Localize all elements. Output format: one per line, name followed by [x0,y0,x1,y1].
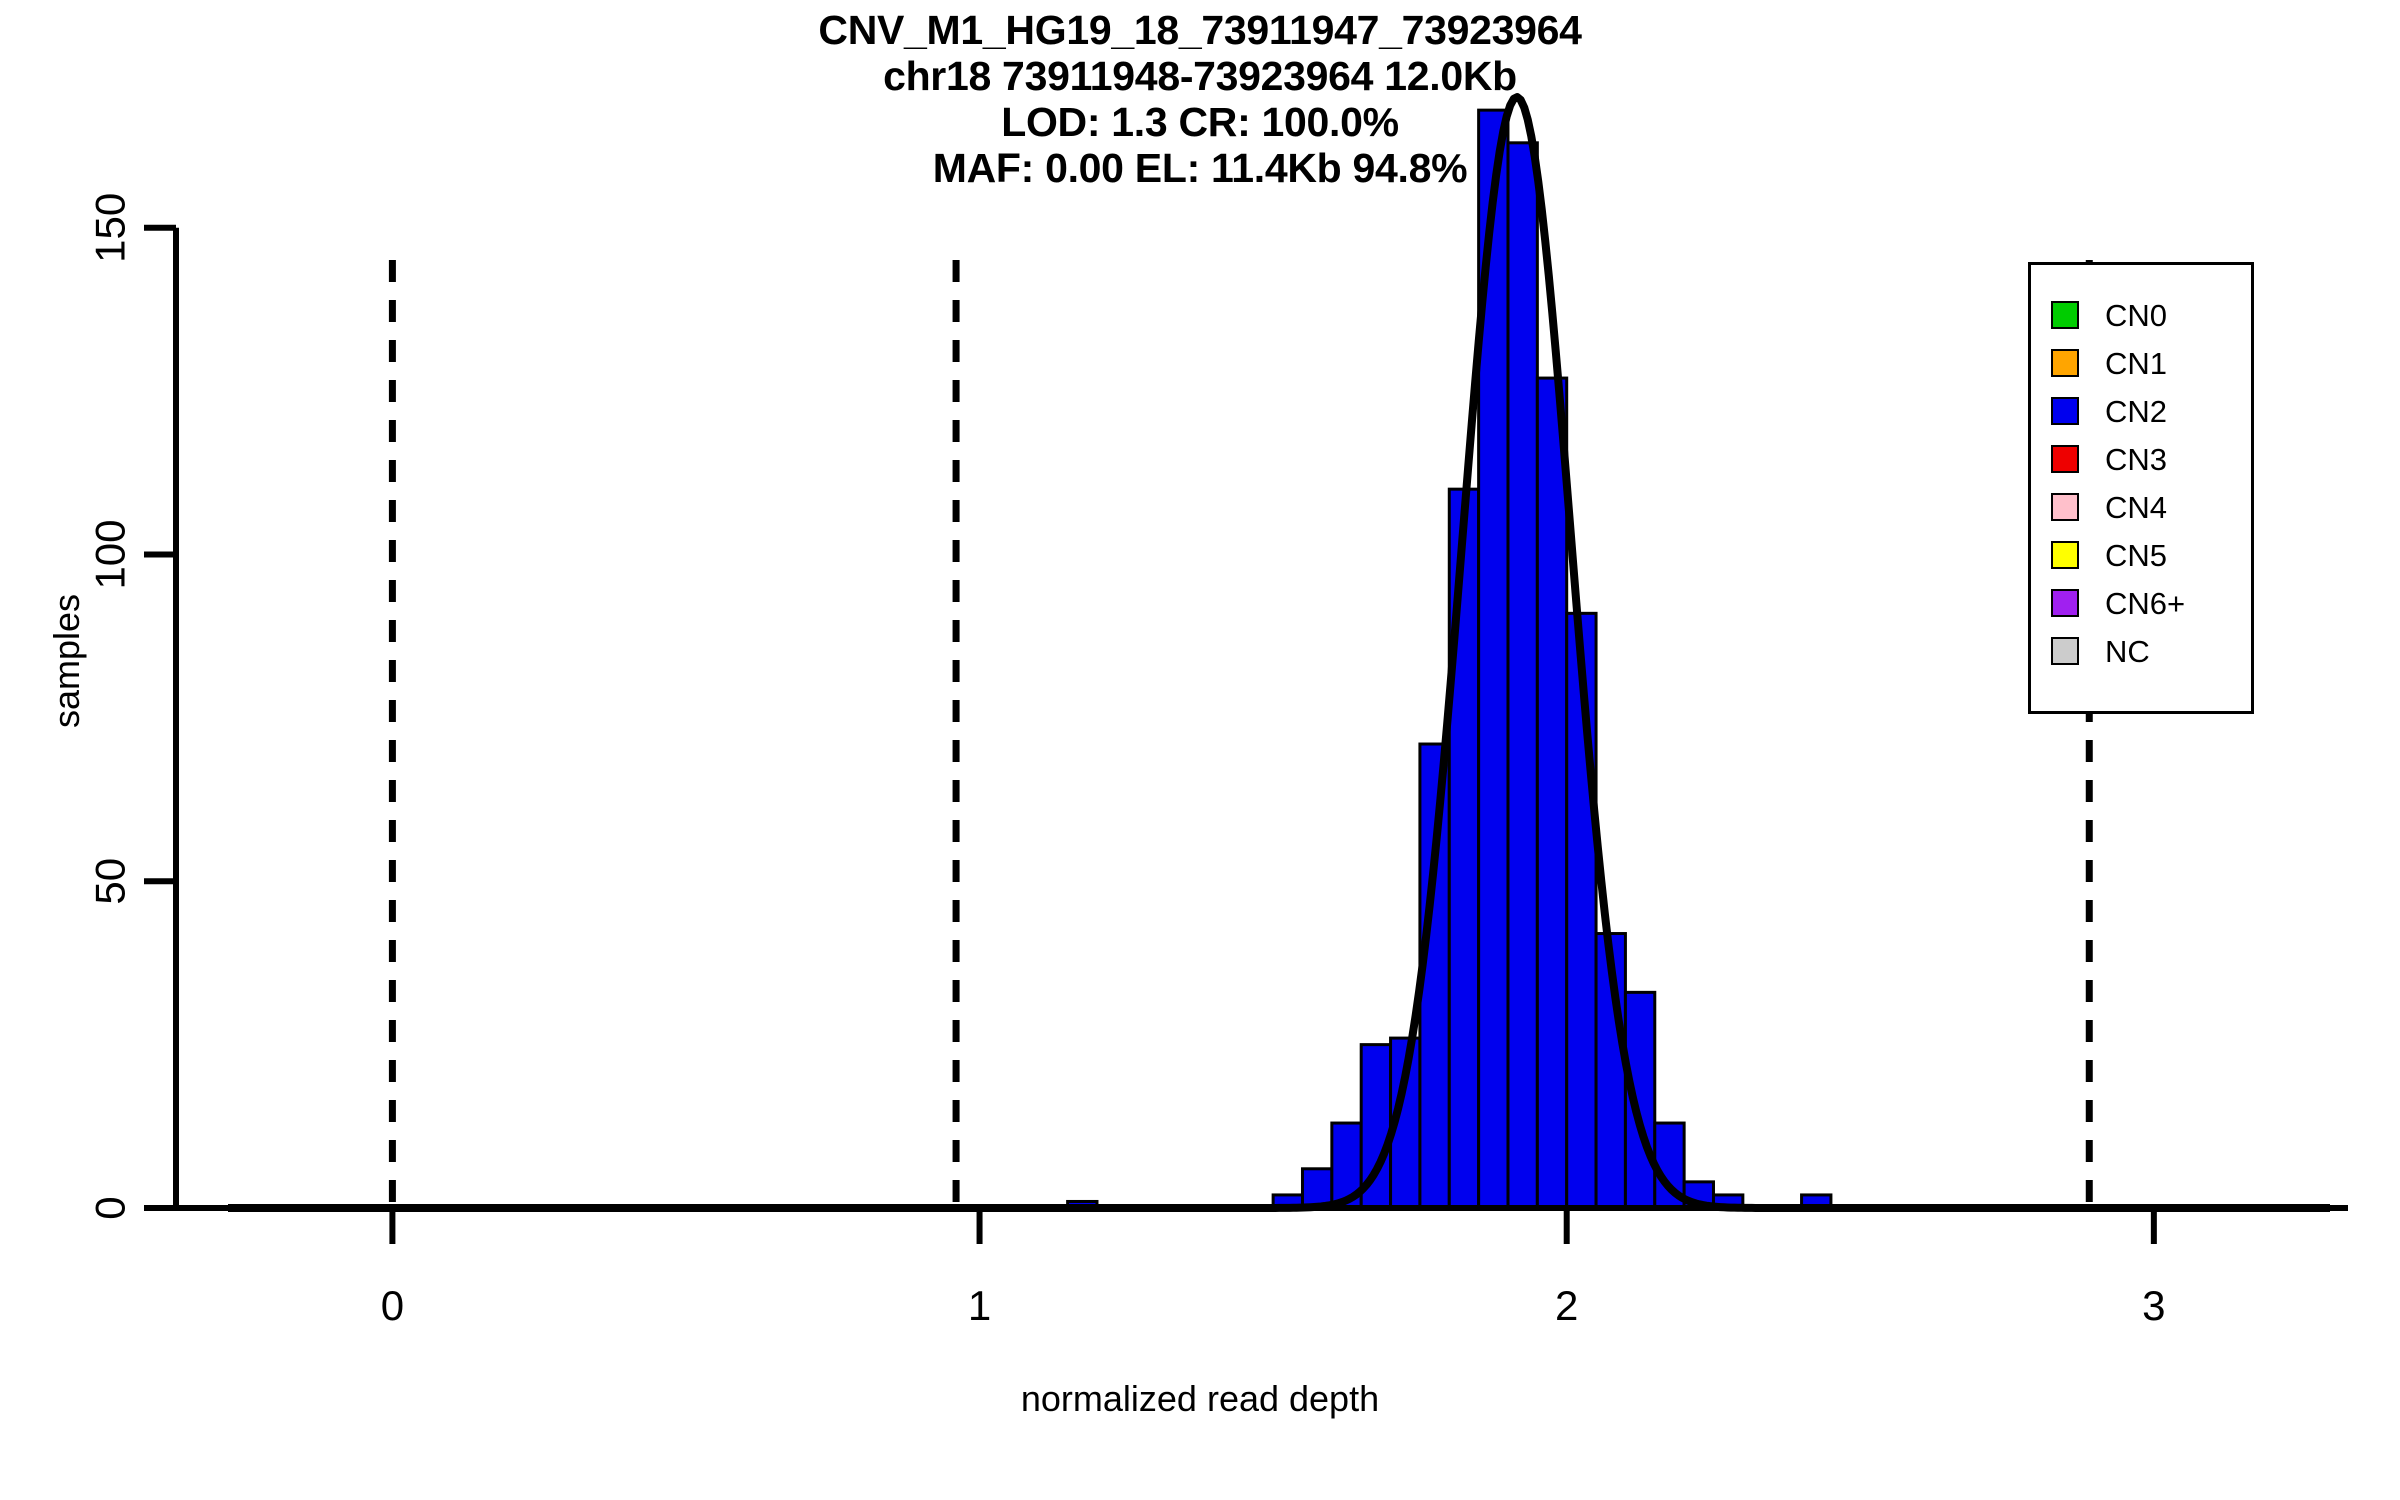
density-curve [227,93,2331,1212]
legend-swatch-icon [2051,349,2079,377]
y-tick-label: 150 [87,193,134,263]
y-axis-title: samples [46,593,87,729]
legend-swatch-icon [2051,637,2079,665]
x-tick-label: 2 [1555,1282,1578,1329]
histogram-bar [1565,611,1598,1210]
histogram-bar [1506,141,1539,1210]
title-line-4: MAF: 0.00 EL: 11.4Kb 94.8% [932,144,1468,191]
legend-item-cn4[interactable]: CN4 [2031,483,2251,531]
legend-item-cn2[interactable]: CN2 [2031,387,2251,435]
legend-box: CN0 CN1 CN2 CN3 CN4 CN5 CN6+ NC [2028,262,2254,714]
y-tick-label: 100 [87,519,134,589]
legend-swatch-icon [2051,397,2079,425]
histogram-bar [1535,376,1569,1210]
legend-swatch-icon [2051,541,2079,569]
x-tick-label: 3 [2142,1282,2165,1329]
legend-item-cn5[interactable]: CN5 [2031,531,2251,579]
chart-title: CNV_M1_HG19_18_73911947_73923964 chr18 7… [0,7,2400,192]
legend-item-label: NC [2105,633,2150,669]
title-line-2: chr18 73911948-73923964 12.0Kb [883,52,1517,99]
legend-swatch-icon [2051,589,2079,617]
histogram-bar [1300,1167,1334,1210]
histogram-bar [1359,1043,1393,1210]
legend-item-label: CN0 [2105,297,2168,333]
y-tick-label: 0 [87,1196,134,1219]
tick-labels-group: 0 1 2 3 0 50 100 150 [87,193,2166,1329]
legend-item-cn3[interactable]: CN3 [2031,435,2251,483]
legend-item-cn1[interactable]: CN1 [2031,339,2251,387]
title-line-3: LOD: 1.3 CR: 100.0% [1001,98,1399,145]
legend-item-label: CN1 [2105,345,2168,381]
reference-lines-group [388,260,2093,1208]
legend-swatch-icon [2051,301,2079,329]
legend-item-label: CN5 [2105,537,2168,573]
legend-item-label: CN4 [2105,489,2168,525]
legend-item-label: CN3 [2105,441,2168,477]
legend-item-label: CN2 [2105,393,2168,429]
legend-item-nc[interactable]: NC [2031,627,2251,675]
histogram-bars-group [1066,108,1833,1210]
y-tick-label: 50 [87,858,134,905]
legend-item-cn0[interactable]: CN0 [2031,291,2251,339]
axes-group [144,224,2348,1244]
legend-item-cn6plus[interactable]: CN6+ [2031,579,2251,627]
title-line-1: CNV_M1_HG19_18_73911947_73923964 [818,7,1582,53]
x-tick-label: 1 [968,1282,991,1329]
histogram-bar [1447,487,1481,1210]
x-axis-title: normalized read depth [1020,1378,1380,1419]
x-tick-label: 0 [381,1282,404,1329]
density-curve-group [227,93,2331,1212]
legend-swatch-icon [2051,445,2079,473]
legend-item-label: CN6+ [2105,585,2186,621]
legend-swatch-icon [2051,493,2079,521]
